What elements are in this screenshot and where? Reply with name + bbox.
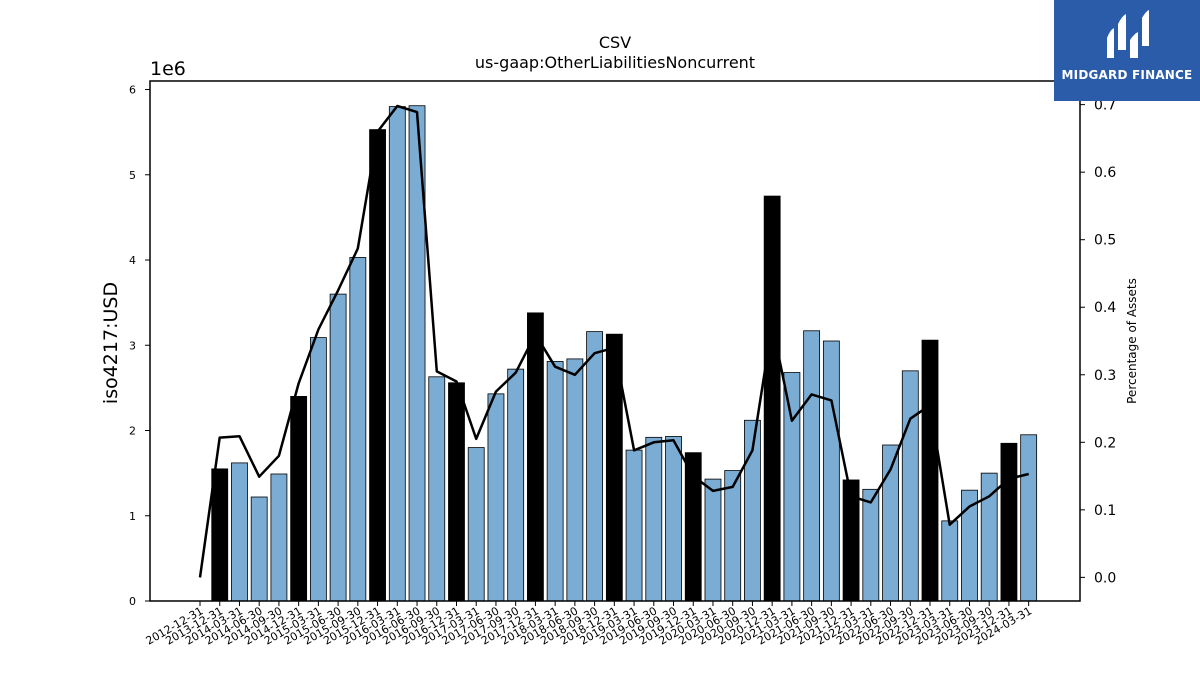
y2-axis-label: Percentage of Assets — [1125, 278, 1139, 404]
bar-2017-06-30 — [487, 393, 505, 602]
bar-2014-03-31 — [231, 462, 248, 602]
y2-tick-label: 0.7 — [1094, 98, 1116, 114]
bar-2019-09-30 — [665, 436, 682, 602]
bar-2020-06-30 — [724, 470, 742, 602]
bar-2013-12-31 — [211, 468, 229, 602]
bar-2014-06-30 — [250, 496, 268, 602]
midgard-logo-icon — [1107, 10, 1149, 58]
y-tick-label: 6 — [129, 84, 136, 97]
bar-2019-03-31 — [625, 449, 643, 602]
y-tick-label: 0 — [129, 595, 136, 608]
bar-2015-03-31 — [309, 337, 327, 602]
y-tick-label: 1 — [129, 510, 136, 523]
plot-frame — [149, 80, 1081, 602]
bar-2022-03-31 — [862, 488, 880, 602]
bar-2017-03-31 — [467, 447, 485, 602]
bar-2022-09-30 — [901, 370, 919, 602]
bar-2020-12-31 — [763, 195, 781, 602]
y2-tick-label: 0.5 — [1094, 233, 1116, 249]
bars-group — [211, 105, 1038, 602]
bar-2020-03-31 — [704, 478, 722, 602]
bar-2016-12-31 — [448, 382, 465, 602]
brand-logo: MIDGARD FINANCE — [1054, 0, 1200, 101]
y2-tick-label: 0.4 — [1094, 300, 1116, 316]
bar-2021-06-30 — [803, 330, 821, 602]
y2-tick-label: 0.1 — [1094, 503, 1116, 519]
y2-ticks-group: 0.0 0.1 0.2 0.3 0.4 0.5 0.6 0.7 — [1080, 98, 1116, 586]
y-offset-label: 1e6 — [150, 58, 186, 80]
bar-2017-12-31 — [527, 312, 544, 602]
bar-2015-09-30 — [349, 257, 367, 602]
y-tick-label: 2 — [129, 425, 136, 438]
bar-2019-06-30 — [645, 436, 663, 602]
bar-2016-03-31 — [388, 106, 406, 602]
bar-2022-12-31 — [921, 339, 939, 602]
y2-tick-label: 0.6 — [1094, 165, 1116, 181]
bar-2018-06-30 — [566, 358, 584, 602]
y-tick-label: 4 — [129, 254, 136, 267]
y-ticks-group: 0 1 2 3 4 5 6 — [129, 84, 150, 608]
y2-tick-label: 0.0 — [1094, 570, 1116, 586]
y-tick-label: 5 — [129, 169, 136, 182]
brand-name: MIDGARD FINANCE — [1061, 68, 1193, 82]
bar-2021-03-31 — [783, 372, 801, 602]
pct-of-assets-line — [198, 104, 1029, 578]
bar-2023-12-31 — [1000, 442, 1018, 602]
bar-2018-03-31 — [546, 361, 564, 602]
chart-title: CSV — [599, 33, 631, 52]
y2-tick-label: 0.3 — [1094, 368, 1116, 384]
bar-2016-09-30 — [428, 376, 446, 602]
line-group — [198, 104, 1029, 578]
bar-2014-09-30 — [270, 473, 288, 602]
x-ticks-group: 2012-12-312013-12-312014-03-312014-06-30… — [144, 601, 1034, 648]
y2-tick-label: 0.2 — [1094, 435, 1116, 451]
bar-2024-03-31 — [1020, 434, 1038, 602]
bar-2021-09-30 — [822, 340, 840, 602]
bar-2015-12-31 — [369, 129, 386, 602]
bar-2015-06-30 — [329, 293, 347, 602]
chart-subtitle: us-gaap:OtherLiabilitiesNoncurrent — [475, 53, 755, 72]
y-tick-label: 3 — [129, 339, 136, 352]
bar-2014-12-31 — [290, 396, 308, 602]
y-axis-label: iso4217:USD — [100, 282, 122, 404]
bar-2018-09-30 — [586, 331, 603, 602]
bar-2017-09-30 — [507, 368, 525, 602]
bar-2023-03-31 — [941, 520, 959, 602]
